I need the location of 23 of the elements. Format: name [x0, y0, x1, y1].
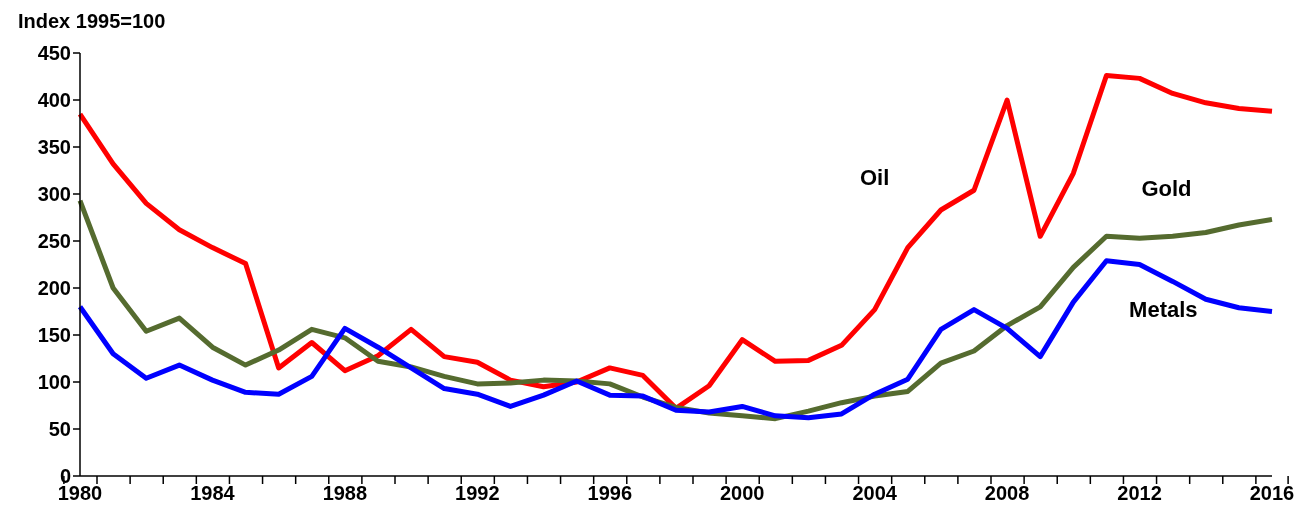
x-tick-label: 2000: [719, 482, 765, 504]
x-tick-label: 2016: [1249, 482, 1295, 504]
series-label: Gold: [1141, 176, 1192, 202]
y-tick-label: 350: [37, 136, 71, 159]
x-tick-label: 1980: [57, 482, 103, 504]
text: Oil: [859, 164, 890, 190]
y-tick-label: 100: [37, 371, 71, 394]
x-tick-label: 2004: [852, 482, 898, 504]
y-tick-label: 400: [37, 89, 71, 112]
y-tick-label: 150: [37, 324, 71, 347]
x-tick-label: 2008: [984, 482, 1030, 504]
y-tick-label: 450: [37, 42, 71, 65]
x-tick-label: 1992: [455, 482, 500, 504]
x-tick-label: 1996: [587, 482, 633, 504]
y-tick-label: 300: [37, 183, 71, 206]
y-tick-label: 50: [48, 418, 71, 441]
y-tick-label: 250: [37, 230, 71, 253]
y-tick-label: 200: [37, 277, 71, 300]
x-tick-label: 2012: [1117, 482, 1162, 504]
x-tick-label: 1984: [190, 482, 236, 504]
y-axis-title: Index 1995=100: [18, 10, 166, 33]
x-tick-label: 1988: [322, 482, 368, 504]
series-label: Metals: [1129, 297, 1198, 323]
